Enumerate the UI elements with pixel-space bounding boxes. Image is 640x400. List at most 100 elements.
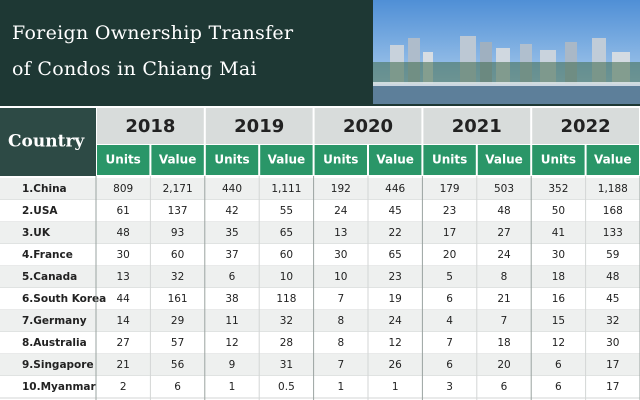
cell-value: 48 (606, 271, 619, 283)
year-cell (532, 108, 639, 144)
year-label: 2019 (234, 116, 284, 137)
cell-value: 6 (555, 359, 562, 371)
column-label: Value (594, 153, 632, 167)
column-label: Units (432, 153, 467, 167)
subheader-cell (477, 145, 531, 175)
country-header: Country (8, 132, 85, 152)
cell-value: 23 (443, 205, 456, 217)
country-name: 9.Singapore (22, 359, 94, 371)
cell-value: 24 (389, 315, 403, 327)
country-name: 2.USA (22, 205, 58, 217)
cell-value: 10 (280, 271, 293, 283)
cell-value: 17 (606, 359, 619, 371)
cell-value: 809 (113, 183, 133, 195)
cell-value: 42 (225, 205, 238, 217)
cell-value: 28 (280, 337, 293, 349)
row-band (0, 266, 640, 288)
cell-value: 93 (171, 227, 184, 239)
cell-value: 13 (117, 271, 130, 283)
cell-value: 1 (229, 381, 236, 393)
cell-value: 45 (606, 293, 619, 305)
cell-value: 6 (229, 271, 236, 283)
title-line: Foreign Ownership Transfer (12, 22, 294, 44)
country-name: 7.Germany (22, 315, 87, 327)
country-name: 5.Canada (22, 271, 77, 283)
subheader-cell (314, 145, 367, 175)
cell-value: 6 (555, 381, 562, 393)
cell-value: 27 (117, 337, 130, 349)
cell-value: 56 (171, 359, 185, 371)
column-label: Value (376, 153, 414, 167)
country-name: 4.France (22, 249, 73, 261)
column-label: Units (541, 153, 576, 167)
cell-value: 12 (225, 337, 238, 349)
year-cell (205, 108, 313, 144)
cell-value: 21 (117, 359, 130, 371)
column-label: Units (214, 153, 249, 167)
year-label: 2020 (343, 116, 393, 137)
cell-value: 4 (446, 315, 453, 327)
cell-value: 65 (280, 227, 293, 239)
cell-value: 37 (225, 249, 238, 261)
country-name: 3.UK (22, 227, 51, 239)
country-name: 8.Australia (22, 337, 87, 349)
cell-value: 1,111 (271, 183, 301, 195)
cell-value: 59 (606, 249, 619, 261)
cell-value: 161 (168, 293, 188, 305)
cell-value: 8 (337, 315, 344, 327)
column-label: Value (268, 153, 306, 167)
cell-value: 30 (334, 249, 347, 261)
cell-value: 20 (497, 359, 510, 371)
row-band (0, 244, 640, 266)
year-cell (314, 108, 422, 144)
cell-value: 60 (171, 249, 184, 261)
cell-value: 137 (168, 205, 188, 217)
cell-value: 45 (389, 205, 402, 217)
cell-value: 60 (280, 249, 293, 261)
cell-value: 48 (117, 227, 130, 239)
cell-value: 32 (171, 271, 184, 283)
cell-value: 55 (280, 205, 293, 217)
subheader-cell (97, 145, 150, 175)
cell-value: 6 (501, 381, 508, 393)
cell-value: 503 (494, 183, 514, 195)
cell-value: 20 (443, 249, 456, 261)
cell-value: 32 (606, 315, 619, 327)
cell-value: 7 (501, 315, 508, 327)
subheader-cell (260, 145, 313, 175)
cell-value: 18 (497, 337, 510, 349)
cell-value: 6 (446, 293, 453, 305)
cell-value: 21 (497, 293, 510, 305)
cell-value: 8 (501, 271, 508, 283)
cell-value: 48 (497, 205, 510, 217)
cell-value: 32 (280, 315, 293, 327)
cell-value: 1 (337, 381, 344, 393)
cell-value: 15 (552, 315, 565, 327)
subheader-cell (532, 145, 585, 175)
row-band (0, 376, 640, 398)
cell-value: 2,171 (163, 183, 193, 195)
cell-value: 16 (552, 293, 566, 305)
cell-value: 17 (606, 381, 619, 393)
cell-value: 23 (389, 271, 402, 283)
cell-value: 1,188 (598, 183, 628, 195)
cell-value: 7 (446, 337, 453, 349)
cell-value: 8 (337, 337, 344, 349)
cell-value: 10 (334, 271, 347, 283)
cell-value: 446 (385, 183, 405, 195)
cell-value: 29 (171, 315, 184, 327)
cell-value: 6 (446, 359, 453, 371)
cell-value: 27 (497, 227, 510, 239)
cell-value: 22 (389, 227, 402, 239)
cell-value: 24 (497, 249, 511, 261)
cell-value: 5 (446, 271, 453, 283)
city-photo (373, 0, 640, 104)
cell-value: 35 (225, 227, 238, 239)
cell-value: 44 (117, 293, 131, 305)
cell-value: 118 (276, 293, 296, 305)
cell-value: 7 (337, 293, 344, 305)
cell-value: 18 (552, 271, 565, 283)
subheader-cell (205, 145, 259, 175)
